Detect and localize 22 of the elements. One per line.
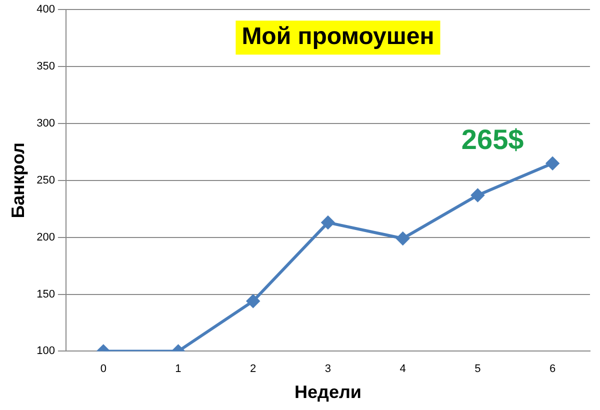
point — [546, 156, 560, 170]
y-tick-label: 100 — [36, 345, 55, 358]
x-tick-label: 0 — [100, 362, 106, 375]
y-tick-label: 150 — [36, 288, 55, 300]
annotation: 265$ — [461, 124, 524, 156]
y-axis-title: Банкрол — [8, 142, 28, 218]
x-axis-title: Недели — [294, 382, 362, 402]
text: Мой промоушен — [242, 23, 434, 50]
point — [396, 232, 410, 245]
x-tick-label: 2 — [250, 362, 256, 375]
y-tick-label: 300 — [36, 118, 55, 130]
y-tick-label: 200 — [36, 231, 55, 244]
y-tick-label: 350 — [36, 60, 55, 73]
x-tick-label: 5 — [474, 362, 481, 375]
x-tick-label: 4 — [400, 362, 406, 375]
x-tick-label: 6 — [550, 362, 556, 375]
point — [321, 216, 334, 230]
x-tick-label: 1 — [175, 362, 182, 375]
x-tick-label: 3 — [324, 362, 332, 375]
point — [471, 188, 484, 202]
y-tick-label: 250 — [36, 174, 55, 186]
y-tick-label: 400 — [36, 4, 55, 16]
